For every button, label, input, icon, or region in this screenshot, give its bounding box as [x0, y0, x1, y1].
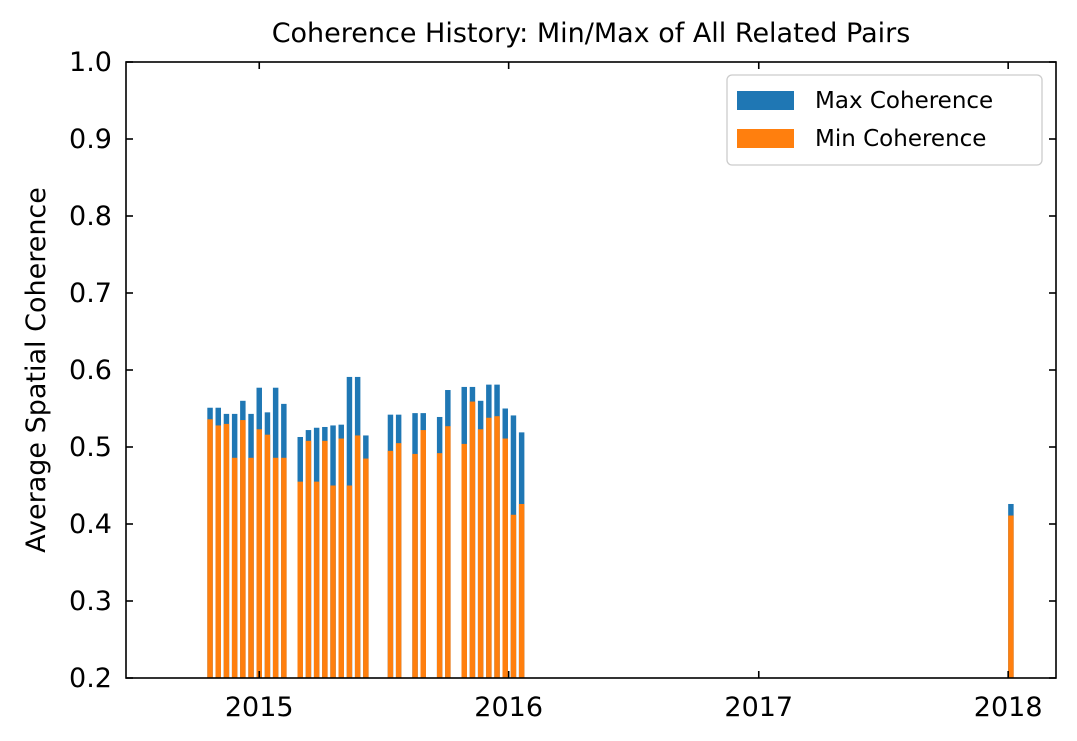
bar-min-coherence [207, 419, 213, 678]
legend-label-min: Min Coherence [815, 126, 986, 152]
bar-min-coherence [486, 417, 492, 678]
x-tick-label: 2015 [225, 692, 294, 723]
bar-min-coherence [354, 435, 361, 678]
bar-min-coherence [445, 426, 451, 678]
bar-min-coherence [281, 457, 287, 678]
bar-min-coherence [231, 457, 238, 678]
y-tick-label: 0.8 [69, 201, 112, 232]
y-tick-label: 0.6 [69, 355, 112, 386]
bar-min-coherence [305, 440, 312, 678]
legend-box [726, 74, 1043, 166]
bar-min-coherence [240, 420, 246, 678]
x-tick-label: 2016 [474, 692, 543, 723]
bar-min-coherence [502, 438, 508, 678]
bar-min-coherence [363, 458, 369, 678]
x-tick-label: 2017 [724, 692, 793, 723]
bar-min-coherence [256, 429, 262, 678]
y-tick-label: 0.4 [69, 509, 112, 540]
bar-min-coherence [494, 416, 500, 678]
bar-min-coherence [223, 423, 230, 678]
bar-min-coherence [248, 457, 254, 678]
bars-layer [207, 376, 1014, 678]
chart-title: Coherence History: Min/Max of All Relate… [272, 18, 911, 49]
y-tick-label: 0.2 [69, 663, 112, 694]
bar-min-coherence [461, 443, 467, 678]
y-axis: 0.2 0.3 0.4 0.5 0.6 0.7 0.8 0.9 1.0 [69, 47, 1056, 694]
y-tick-label: 0.7 [69, 278, 112, 309]
y-tick-label: 0.9 [69, 124, 112, 155]
bar-min-coherence [518, 503, 525, 678]
bar-min-coherence [1008, 515, 1014, 678]
bar-min-coherence [395, 443, 402, 678]
legend-swatch-max [737, 91, 794, 110]
bar-min-coherence [338, 438, 344, 678]
bar-min-coherence [469, 401, 476, 678]
bar-min-coherence [510, 514, 517, 678]
bar-min-coherence [322, 440, 328, 678]
bar-min-coherence [330, 485, 336, 678]
y-tick-label: 0.3 [69, 586, 112, 617]
legend: Max Coherence Min Coherence [726, 74, 1043, 166]
x-axis: 2015 2016 2017 2018 [225, 62, 1043, 723]
y-axis-label: Average Spatial Coherence [21, 187, 52, 553]
legend-label-max: Max Coherence [815, 88, 993, 114]
y-tick-label: 1.0 [69, 47, 112, 78]
legend-swatch-min [737, 129, 794, 148]
bar-min-coherence [412, 453, 418, 678]
bar-min-coherence [215, 425, 221, 678]
bar-min-coherence [272, 457, 279, 678]
bar-min-coherence [420, 430, 426, 678]
bar-min-coherence [477, 429, 484, 678]
bar-min-coherence [297, 481, 303, 678]
bar-min-coherence [387, 450, 394, 678]
bar-min-coherence [313, 481, 320, 678]
x-tick-label: 2018 [974, 692, 1043, 723]
bar-min-coherence [346, 485, 353, 678]
y-tick-label: 0.5 [69, 432, 112, 463]
bar-min-coherence [436, 453, 443, 678]
bar-min-coherence [264, 434, 271, 678]
